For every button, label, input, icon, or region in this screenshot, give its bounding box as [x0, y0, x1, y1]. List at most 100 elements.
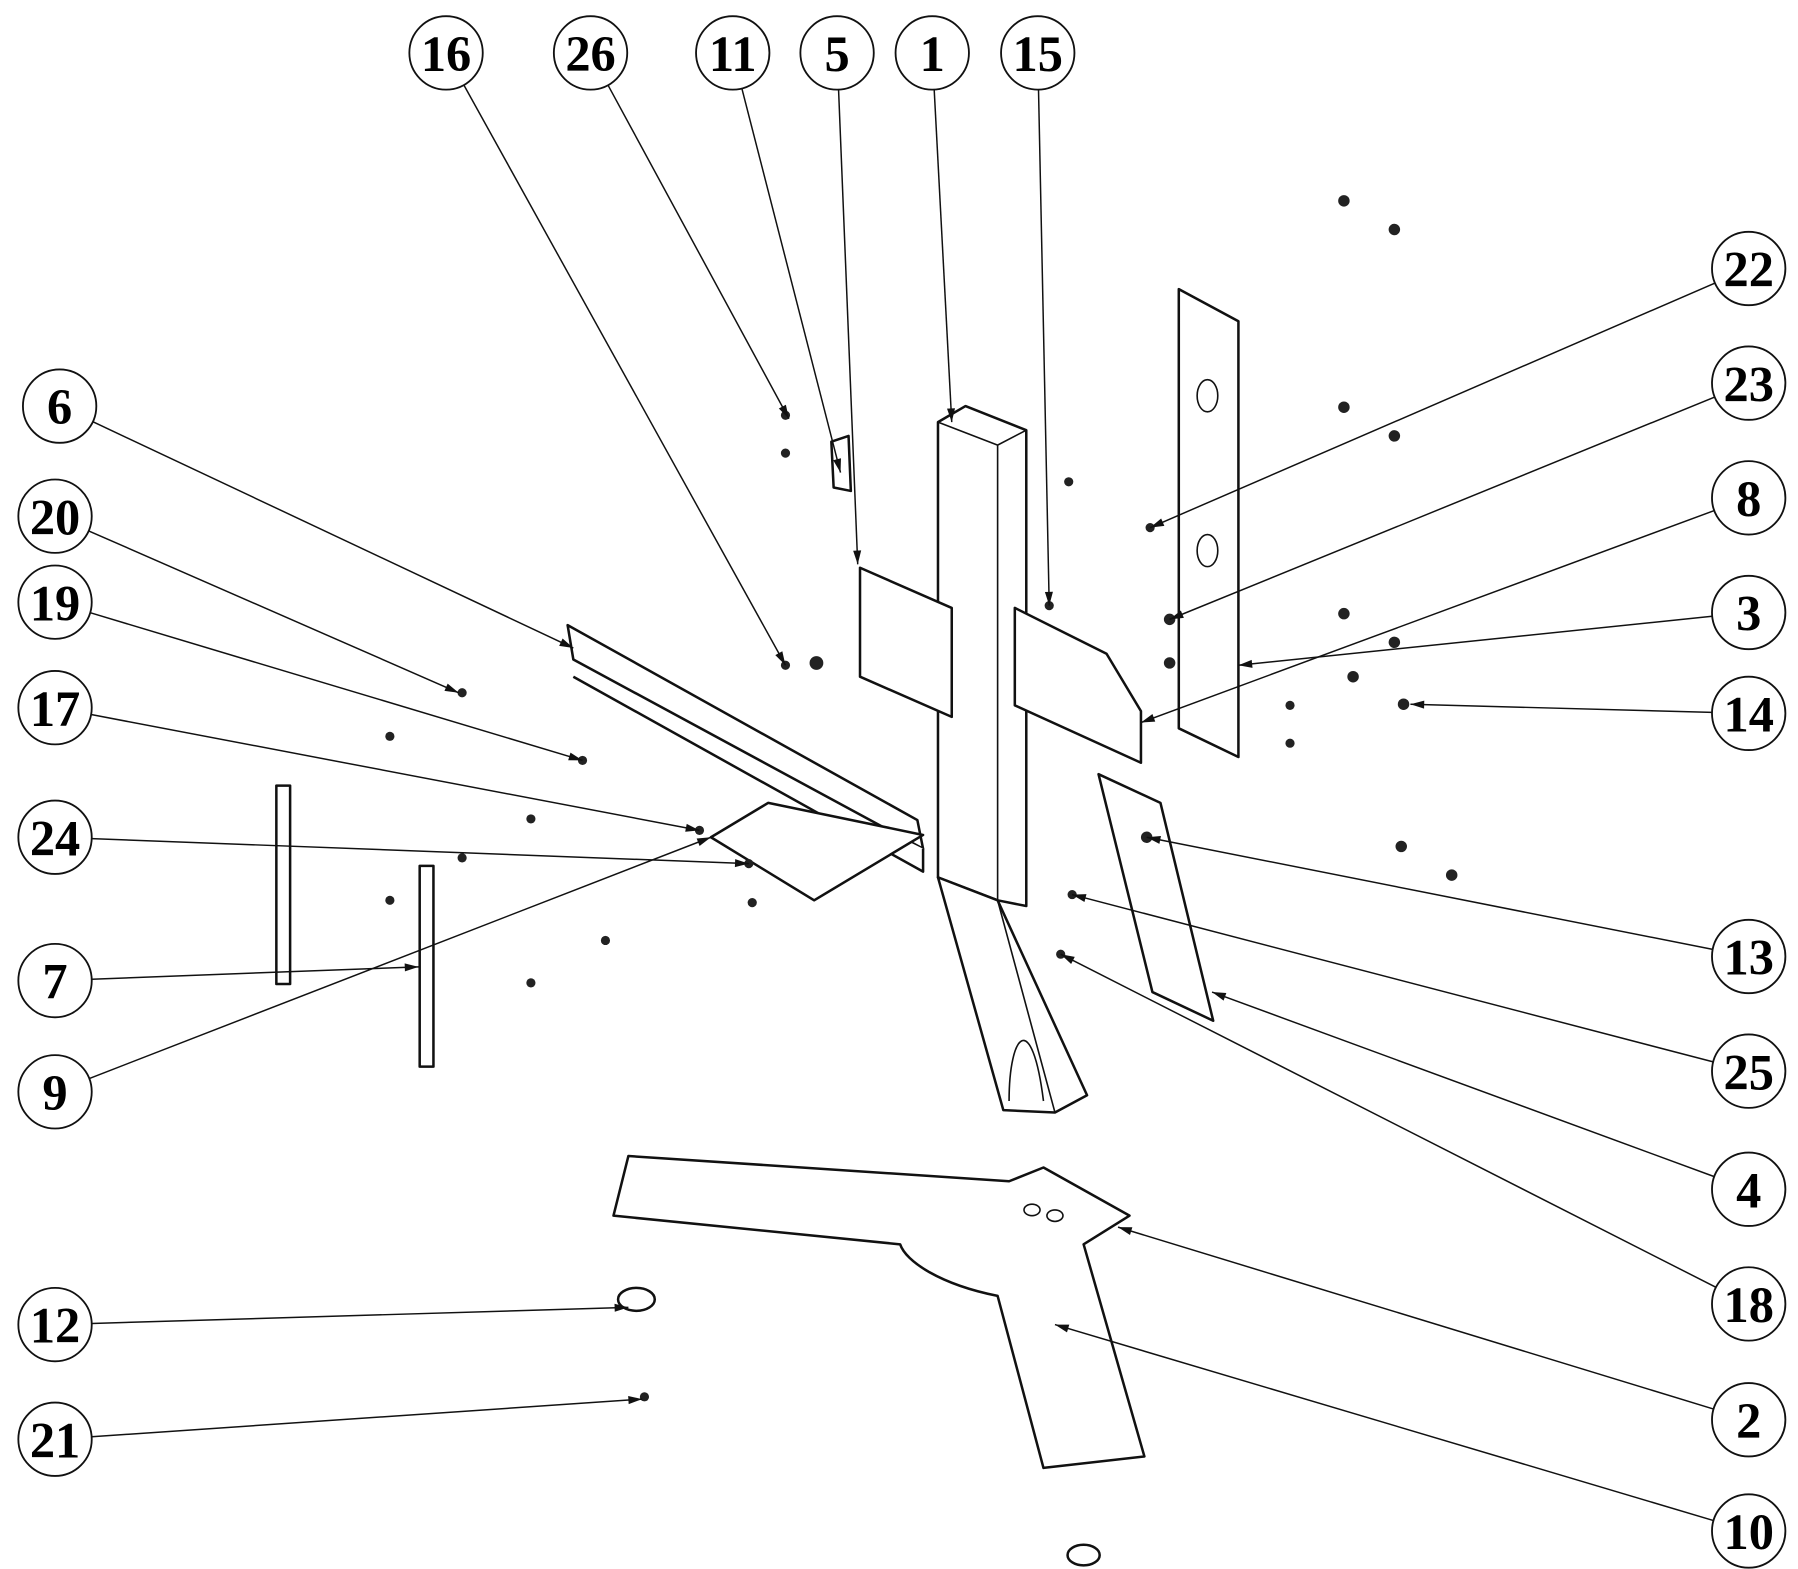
- callout-label: 17: [30, 681, 80, 737]
- callout-label: 11: [709, 26, 757, 82]
- arrowhead: [1146, 835, 1161, 844]
- leader-line: [1238, 615, 1713, 666]
- callouts: 16 26 11 5 1 15222383141325418210620191724791…: [17, 15, 1787, 1569]
- arrowhead: [444, 683, 459, 693]
- leader-line: [92, 421, 574, 649]
- arrowhead: [1054, 1324, 1070, 1333]
- callout-circle: [1711, 1382, 1787, 1458]
- leader-line: [91, 1306, 629, 1325]
- box-8: [1013, 606, 1143, 764]
- arrowhead: [1060, 954, 1075, 965]
- arrowhead: [734, 859, 749, 868]
- callout-circle: [799, 15, 875, 91]
- callout-label: 25: [1723, 1044, 1773, 1100]
- callout-circle: [1711, 345, 1787, 421]
- callout-circle: [22, 368, 98, 444]
- arrowhead: [568, 752, 583, 761]
- callout-label: 16: [421, 26, 471, 82]
- foot: [1066, 1543, 1101, 1567]
- callout-circle: [17, 670, 93, 746]
- bar-7b: [418, 864, 435, 1068]
- leader-line: [88, 530, 459, 694]
- arrowhead: [1410, 700, 1425, 709]
- callout-label: 10: [1723, 1504, 1773, 1560]
- arrowhead: [1118, 1227, 1133, 1235]
- callout-label: 18: [1723, 1277, 1773, 1333]
- callout-circle: [695, 15, 771, 91]
- callout-circle: [1711, 918, 1787, 995]
- leader-line: [1149, 282, 1716, 529]
- leader-line: [89, 612, 583, 762]
- callout-circle: [17, 564, 93, 640]
- callout-label: 2: [1736, 1393, 1761, 1449]
- callout-circle: [17, 1286, 93, 1363]
- leader-line: [91, 966, 419, 980]
- arrowhead: [775, 651, 786, 666]
- leader-line: [1037, 89, 1050, 606]
- callout-label: 26: [565, 26, 615, 82]
- plate-5: [858, 566, 954, 719]
- leader-line: [933, 89, 953, 423]
- callout-label: 6: [47, 379, 72, 435]
- arrowhead: [853, 550, 862, 565]
- arrowhead: [778, 404, 789, 419]
- arrowhead: [614, 1303, 629, 1312]
- callout-circle: [408, 15, 484, 91]
- arrowhead: [947, 408, 956, 423]
- callout-circle: [17, 478, 93, 554]
- callout-label: 8: [1736, 471, 1761, 527]
- callout-label: 5: [824, 26, 849, 82]
- callout-label: 4: [1736, 1162, 1761, 1218]
- callout-label: 23: [1723, 356, 1773, 412]
- leader-line: [1169, 396, 1715, 621]
- arrowhead: [833, 458, 841, 473]
- callout-label: 9: [42, 1065, 67, 1121]
- leader-line: [837, 89, 859, 565]
- leader-line: [91, 1398, 643, 1438]
- shelf: [709, 801, 925, 902]
- leader-line: [91, 837, 749, 865]
- callout-label: 15: [1013, 26, 1063, 82]
- callout-label: 14: [1723, 687, 1773, 743]
- callout-label: 3: [1736, 586, 1761, 642]
- arrowhead: [1238, 659, 1253, 668]
- callout-circle: [1711, 1033, 1787, 1109]
- leader-line: [1146, 836, 1713, 951]
- callout-circle: [17, 942, 93, 1019]
- bar-7a: [275, 784, 292, 986]
- arrowhead: [685, 823, 700, 832]
- arrowhead: [1150, 518, 1165, 528]
- callout-label: 12: [30, 1298, 80, 1354]
- bracket-11: [830, 434, 853, 493]
- leader-line: [741, 88, 842, 473]
- callout-label: 20: [30, 489, 80, 545]
- callout-circle: [1000, 15, 1076, 91]
- parts: [275, 195, 1458, 1567]
- callout-circle: [1711, 675, 1787, 752]
- callout-circle: [17, 799, 93, 875]
- callout-circle: [894, 15, 970, 91]
- callout-circle: [1711, 230, 1787, 307]
- column-lower: [936, 876, 1089, 1114]
- callout-circle: [1711, 460, 1787, 536]
- callout-circle: [17, 1401, 93, 1477]
- arrowhead: [1044, 591, 1053, 606]
- callout-label: 22: [1723, 242, 1773, 298]
- callout-label: 19: [30, 575, 80, 631]
- leader-line: [1410, 703, 1713, 714]
- arrowhead: [628, 1396, 643, 1405]
- foot-12: [616, 1286, 657, 1313]
- leader-line: [1071, 893, 1714, 1063]
- callout-label: 7: [42, 954, 67, 1010]
- callout-circle: [1711, 1266, 1787, 1342]
- leader-line: [1211, 991, 1715, 1178]
- arrowhead: [404, 963, 419, 972]
- callout-label: 21: [30, 1412, 80, 1468]
- arrowhead: [1212, 992, 1227, 1001]
- callout-circle: [1711, 574, 1787, 651]
- leader-line: [1117, 1226, 1714, 1410]
- base: [612, 1154, 1146, 1470]
- arrowhead: [559, 638, 574, 649]
- callout-label: 24: [30, 810, 80, 866]
